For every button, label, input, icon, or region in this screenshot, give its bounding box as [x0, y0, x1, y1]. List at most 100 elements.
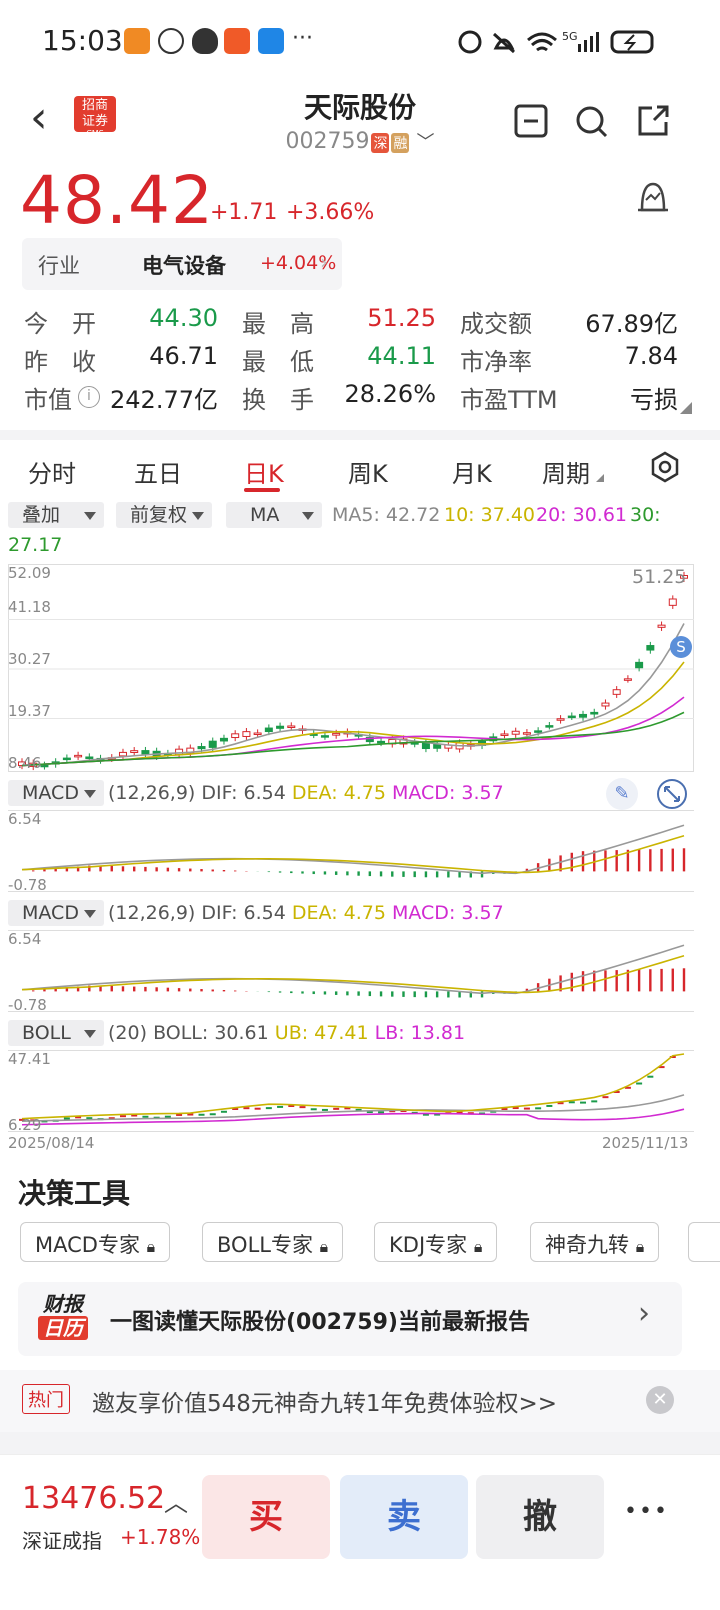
- ma10-line: [21, 661, 685, 767]
- alert-bell-icon[interactable]: [636, 180, 670, 218]
- promo-bar[interactable]: 热门 邀友享价值548元神奇九转1年免费体验权>> ✕: [0, 1370, 720, 1432]
- kline-candle: [242, 731, 251, 737]
- market-cap-value: 242.77亿: [110, 386, 218, 414]
- macd2-chart[interactable]: [8, 930, 694, 1012]
- info-icon[interactable]: i: [78, 386, 100, 408]
- magic-nine-button[interactable]: 神奇九转 🔒︎: [530, 1222, 660, 1262]
- chevron-up-icon[interactable]: ︿: [164, 1489, 188, 1517]
- macd-hist: MACD: 3.57: [391, 782, 504, 804]
- macd-dropdown[interactable]: MACD: [8, 780, 104, 806]
- boll-line: [21, 1053, 685, 1120]
- kline-candle: [85, 756, 94, 759]
- tab-monthly-k[interactable]: 月K: [452, 460, 492, 488]
- cancel-order-button[interactable]: 撤: [476, 1475, 604, 1559]
- kline-candle: [500, 733, 509, 736]
- tab-intraday[interactable]: 分时: [28, 460, 76, 488]
- index-value[interactable]: 13476.52: [22, 1481, 166, 1516]
- pe-value: 亏损: [630, 386, 678, 414]
- boll-dropdown[interactable]: BOLL: [8, 1020, 104, 1046]
- kline-y-tick: 30.27: [8, 650, 51, 668]
- report-banner[interactable]: 财报 日历 一图读懂天际股份(002759)当前最新报告 ›: [18, 1282, 682, 1356]
- macd-y-top: 6.54: [8, 810, 42, 828]
- low-value: 44.11: [367, 342, 436, 370]
- stock-code-row[interactable]: 002759 深融 ﹀: [0, 128, 720, 154]
- kdj-expert-button[interactable]: KDJ专家 🔒︎: [374, 1222, 498, 1262]
- kline-candle: [40, 764, 49, 768]
- overlay-dropdown[interactable]: 叠加: [8, 502, 104, 528]
- edit-pencil-icon[interactable]: ✎: [606, 778, 638, 810]
- chart-tabs: 分时 五日 日K 周K 月K 周期: [0, 448, 720, 500]
- industry-pct: +4.04%: [260, 252, 337, 274]
- minus-square-icon[interactable]: [514, 104, 548, 138]
- search-icon[interactable]: [574, 104, 608, 138]
- boll-y-bottom: 6.29: [8, 1116, 42, 1134]
- kline-candle: [635, 661, 644, 669]
- status-bar: 15:03 ··· 5G: [0, 0, 720, 80]
- active-tab-underline: [244, 488, 280, 492]
- kline-candle: [433, 743, 442, 749]
- boll-expert-button[interactable]: BOLL专家 🔒︎: [202, 1222, 344, 1262]
- kline-y-tick: 41.18: [8, 598, 51, 616]
- kline-candle: [680, 575, 688, 579]
- adjust-dropdown[interactable]: 前复权: [116, 502, 212, 528]
- kline-candle: [287, 725, 296, 728]
- kline-candle: [601, 702, 610, 707]
- close-icon[interactable]: ✕: [646, 1386, 674, 1414]
- back-button[interactable]: ‹: [30, 92, 48, 143]
- kline-candle: [197, 746, 206, 750]
- kline-candle: [567, 715, 576, 719]
- expand-corner-icon[interactable]: [680, 402, 692, 414]
- tab-period[interactable]: 周期: [542, 460, 590, 488]
- low-label: 最 低: [242, 348, 314, 376]
- tab-five-day[interactable]: 五日: [134, 460, 182, 488]
- boll-lb: LB: 13.81: [374, 1022, 466, 1044]
- prev-close-value: 46.71: [149, 342, 218, 370]
- market-tag: 深: [371, 133, 390, 153]
- macd2-y-top: 6.54: [8, 930, 42, 948]
- kline-candle: [74, 754, 83, 758]
- more-tools-button[interactable]: [688, 1222, 720, 1262]
- industry-bar[interactable]: 行业 电气设备 +4.04% ›: [22, 238, 342, 290]
- more-icon[interactable]: •••: [624, 1499, 669, 1524]
- quote-stats: 今 开 44.30 最 高 51.25 成交额 67.89亿 昨 收 46.71…: [0, 300, 720, 420]
- kline-candle: [118, 751, 127, 757]
- sell-button[interactable]: 卖: [340, 1475, 468, 1559]
- chevron-down-icon: ﹀: [416, 132, 435, 153]
- lock-icon: 🔒︎: [146, 1237, 156, 1256]
- divider: [0, 430, 720, 440]
- kline-y-tick: 52.09: [8, 564, 51, 582]
- kline-candle: [208, 740, 217, 748]
- margin-tag: 融: [391, 133, 410, 153]
- macd2-dropdown[interactable]: MACD: [8, 900, 104, 926]
- indicator-dropdown[interactable]: MA: [226, 502, 322, 528]
- index-name: 深证成指: [22, 1529, 102, 1553]
- dea-line: [21, 954, 685, 994]
- svg-text:5G: 5G: [562, 30, 578, 43]
- kline-candle: [623, 678, 632, 681]
- kline-candle: [253, 732, 262, 736]
- ma30-value: 27.17: [8, 534, 63, 556]
- kline-chart[interactable]: [8, 564, 694, 772]
- kline-candle: [276, 725, 285, 729]
- share-icon[interactable]: [636, 104, 670, 138]
- lock-icon: 🔒︎: [319, 1237, 329, 1256]
- sell-signal-badge[interactable]: S: [670, 636, 692, 658]
- macd-chart[interactable]: [8, 810, 694, 892]
- price-change-pct: +3.66%: [286, 200, 375, 225]
- macd-expert-button[interactable]: MACD专家 🔒︎: [20, 1222, 171, 1262]
- kline-chart-frame[interactable]: [8, 564, 694, 772]
- boll-chart[interactable]: [8, 1050, 694, 1132]
- buy-button[interactable]: 买: [202, 1475, 330, 1559]
- dif-line: [21, 944, 685, 995]
- industry-label: 行业: [38, 254, 80, 278]
- promo-text: 邀友享价值548元神奇九转1年免费体验权>>: [92, 1391, 558, 1417]
- macd-legend: (12,26,9) DIF: 6.54 DEA: 4.75 MACD: 3.57: [108, 782, 504, 804]
- tab-weekly-k[interactable]: 周K: [348, 460, 388, 488]
- price-change: +1.71: [210, 200, 278, 225]
- lock-icon: 🔒︎: [473, 1237, 483, 1256]
- tab-daily-k[interactable]: 日K: [244, 460, 284, 488]
- settings-icon[interactable]: [648, 450, 682, 484]
- boll-y-top: 47.41: [8, 1050, 51, 1068]
- report-text: 一图读懂天际股份(002759)当前最新报告: [110, 1310, 530, 1335]
- expand-icon[interactable]: [656, 778, 688, 810]
